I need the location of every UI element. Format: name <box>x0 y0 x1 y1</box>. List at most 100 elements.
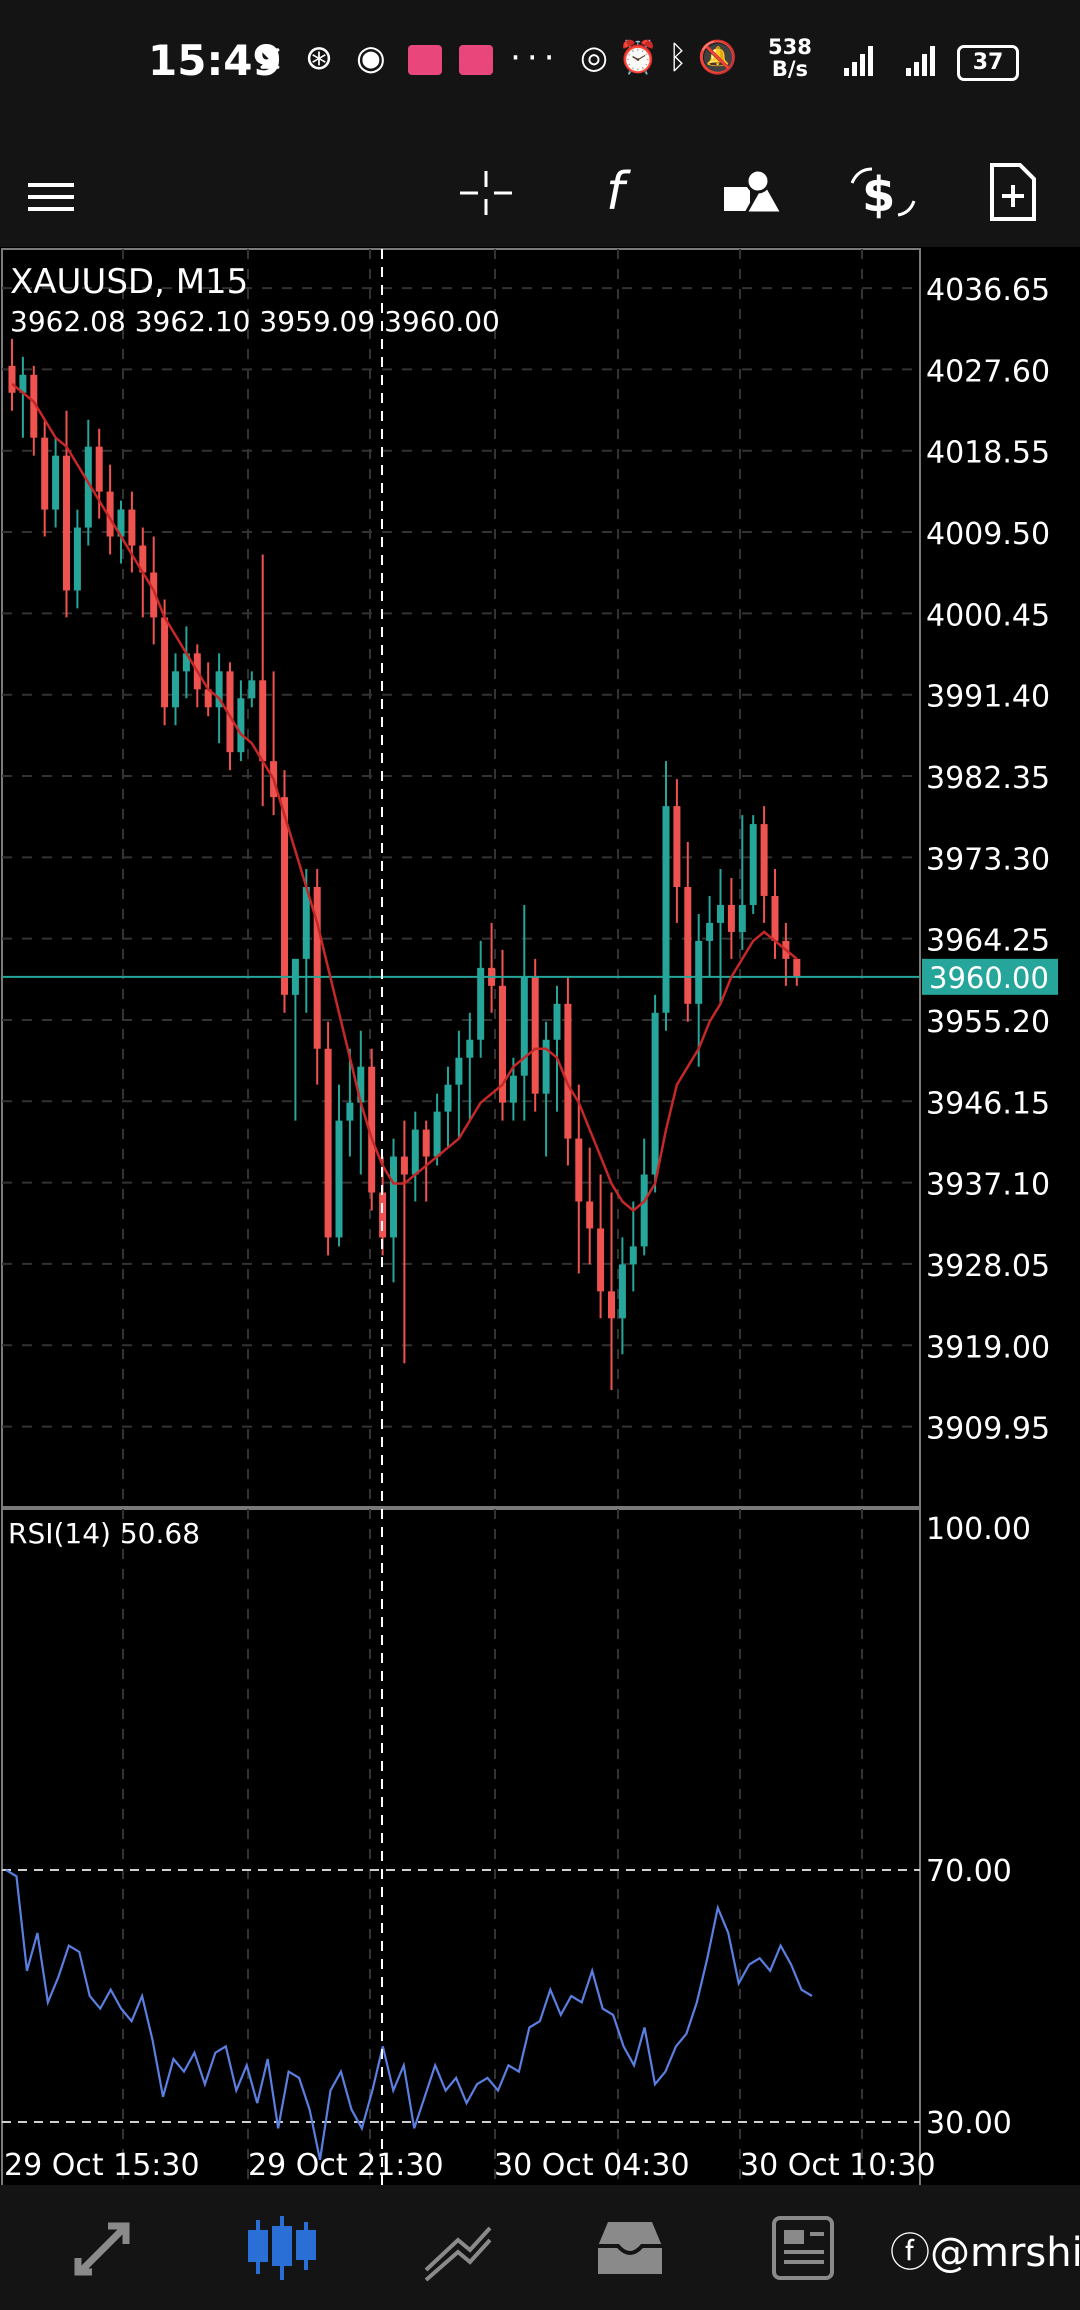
price-tick-label: 3919.00 <box>926 1330 1050 1365</box>
watermark: ⓕ@mrshi <box>890 2230 1080 2276</box>
candle-body <box>8 365 16 393</box>
nav-trade[interactable] <box>418 2210 498 2285</box>
candle-body <box>575 1138 583 1202</box>
svg-text:f: f <box>606 162 631 222</box>
signal-4g-icon <box>906 46 935 76</box>
candle-body <box>586 1201 594 1229</box>
status-icons-right: ◎ ⏰ ᛒ 🔕 <box>580 38 737 76</box>
candle-body <box>673 806 681 887</box>
candle-body <box>237 698 245 753</box>
candle-body <box>161 617 169 708</box>
battery-indicator: 37 <box>957 45 1019 81</box>
price-tick-label: 3991.40 <box>926 680 1050 715</box>
menu-button[interactable] <box>10 147 90 227</box>
candle-body <box>651 1012 659 1175</box>
candle-body <box>749 824 757 905</box>
price-tick-label: 3909.95 <box>926 1412 1050 1447</box>
crosshair-icon <box>460 171 512 215</box>
candle-body <box>182 653 190 672</box>
status-bar: 15:49 ⧗ ⊛ ◉ ··· ◎ ⏰ ᛒ 🔕 538 B/s 37 <box>0 0 1080 125</box>
candle-body <box>695 940 703 1004</box>
candle-body <box>422 1129 430 1157</box>
candle-body <box>390 1156 397 1238</box>
signal-4g-icon <box>844 46 873 76</box>
candle-body <box>335 1120 343 1238</box>
crosshair-button[interactable] <box>446 147 526 227</box>
price-tick-label: 3946.15 <box>926 1086 1050 1121</box>
inbox-tray-icon <box>598 2222 662 2274</box>
rsi-tick-label: 100.00 <box>926 1512 1031 1547</box>
bottom-navigation <box>0 2185 1080 2310</box>
candle-body <box>324 1048 332 1238</box>
current-price-tag <box>922 958 1058 995</box>
net-speed: 538 B/s <box>768 35 812 81</box>
candle-body <box>444 1084 452 1112</box>
candle-body <box>313 886 321 1049</box>
mute-icon: 🔕 <box>697 38 738 76</box>
candle-body <box>150 572 158 618</box>
candle-body <box>117 509 125 537</box>
trade-button[interactable]: $ <box>842 147 922 227</box>
candle-body <box>455 1057 463 1085</box>
chart-area[interactable]: 4036.65 4027.60 4018.55 4009.50 4000.45 3991.… <box>0 247 1080 2310</box>
nav-quotes[interactable] <box>68 2210 148 2285</box>
rsi-tick-label: 70.00 <box>926 1854 1012 1889</box>
news-icon <box>772 2216 834 2280</box>
svg-text:$: $ <box>862 167 895 223</box>
candle-body <box>499 985 506 1103</box>
new-order-button[interactable] <box>972 147 1052 227</box>
bilibili-icon <box>459 44 494 75</box>
candle-body <box>520 976 528 1076</box>
candle-body <box>597 1228 605 1292</box>
nav-history[interactable] <box>590 2210 670 2285</box>
candle-body <box>379 1192 387 1238</box>
candle-body <box>139 545 147 573</box>
time-axis-label: 30 Oct 04:30 <box>494 2148 690 2183</box>
candle-body <box>302 886 310 959</box>
candle-body <box>629 1246 637 1265</box>
candle-body <box>553 1003 561 1040</box>
rsi-frame <box>1 1508 921 2310</box>
indicators-button[interactable]: f <box>578 147 658 227</box>
candle-body <box>771 895 779 941</box>
candle-body <box>106 491 114 537</box>
candle-body <box>226 671 234 753</box>
voice-icon: ◉ <box>356 38 392 78</box>
time-axis-label: 29 Oct 21:30 <box>248 2148 444 2183</box>
price-tick-label: 4027.60 <box>926 354 1050 389</box>
price-tick-label: 3937.10 <box>926 1168 1050 1203</box>
main-frame <box>1 248 921 1508</box>
status-icons-left: ⧗ ⊛ ◉ ··· <box>258 38 561 78</box>
price-tick-label: 4009.50 <box>926 517 1050 552</box>
candle-body <box>84 446 92 528</box>
more-dots-icon: ··· <box>510 38 561 78</box>
time-axis-label: 29 Oct 15:30 <box>4 2148 200 2183</box>
candle-body <box>281 797 288 995</box>
candle-body <box>346 1102 354 1121</box>
bluetooth-icon: ᛒ <box>668 38 688 76</box>
candle-body <box>41 437 49 510</box>
objects-button[interactable] <box>710 147 790 227</box>
ohlc-readout: 3962.08 3962.10 3959.09 3960.00 <box>10 305 500 338</box>
candle-body <box>466 1039 474 1058</box>
candle-body <box>706 922 714 941</box>
nav-news[interactable] <box>764 2210 844 2285</box>
candle-body <box>509 1075 517 1103</box>
candle-body <box>542 1039 550 1094</box>
candle-body <box>357 1066 365 1103</box>
candle-body <box>477 967 485 1040</box>
menu-icon <box>28 183 74 211</box>
eye-icon: ◎ <box>580 38 608 76</box>
indicator-f-icon: f <box>606 162 631 222</box>
candle-body <box>215 671 223 708</box>
price-chart[interactable]: 4036.65 4027.60 4018.55 4009.50 4000.45 3991.… <box>0 247 1080 2310</box>
candle-body <box>172 671 179 708</box>
trend-lines-icon <box>424 2226 492 2282</box>
price-tick-label: 3928.05 <box>926 1249 1050 1284</box>
candle-body <box>52 455 60 510</box>
candle-body <box>433 1111 441 1157</box>
nav-chart[interactable] <box>242 2210 322 2285</box>
candle-body <box>30 374 38 438</box>
symbol-label: XAUUSD, M15 <box>10 262 248 302</box>
link-icon: ⊛ <box>304 38 340 78</box>
